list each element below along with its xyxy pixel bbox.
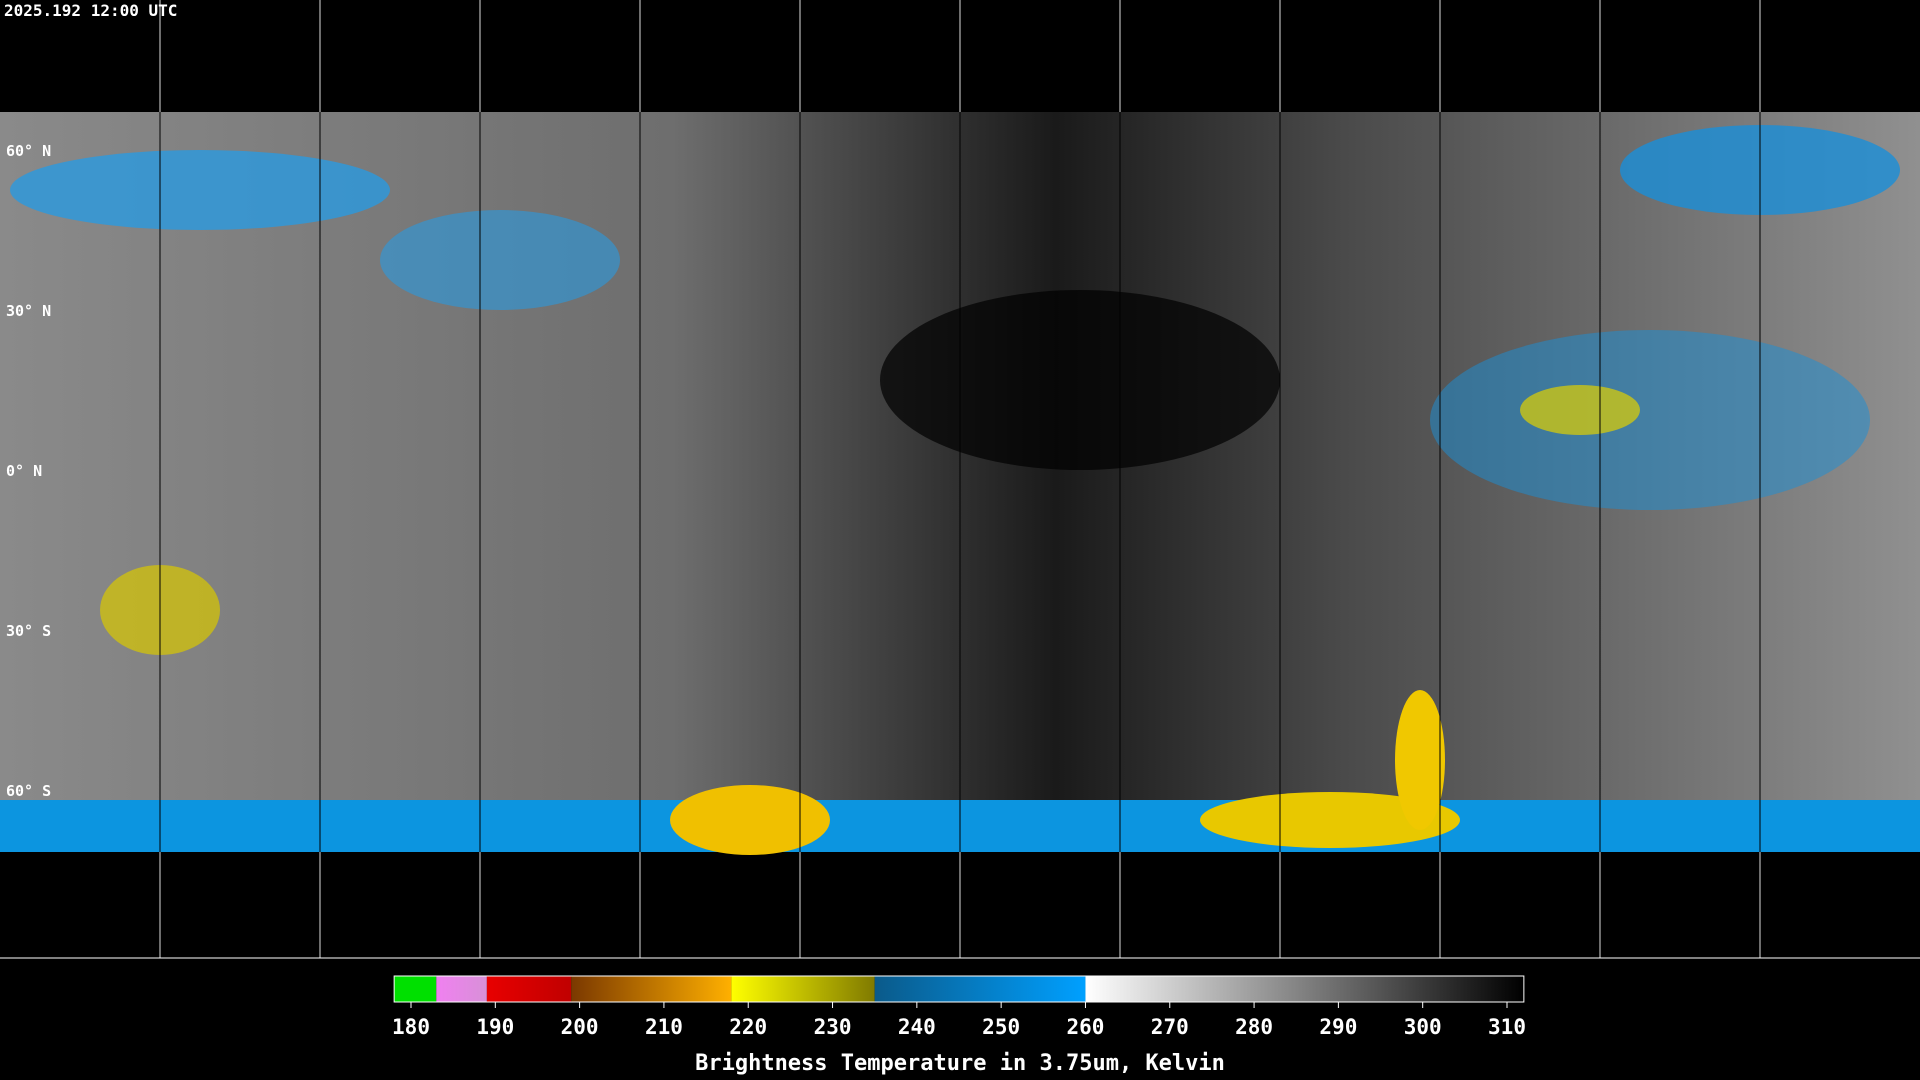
colorbar-tick-label: 250 bbox=[982, 1015, 1020, 1039]
colorbar-tick-label: 210 bbox=[645, 1015, 683, 1039]
cloud-patch bbox=[1520, 385, 1640, 435]
colorbar-tick-label: 270 bbox=[1151, 1015, 1189, 1039]
lat-labels: 60° N 30° N 0° N 30° S 60° S bbox=[6, 142, 51, 800]
colorbar-segment bbox=[874, 976, 1086, 1002]
colorbar-frame bbox=[393, 975, 1525, 1003]
colorbar-label: Brightness Temperature in 3.75um, Kelvin bbox=[695, 1051, 1225, 1076]
colorbar-tick-label: 190 bbox=[476, 1015, 514, 1039]
cloud-patch bbox=[10, 150, 390, 230]
colorbar-segment bbox=[394, 976, 437, 1002]
lat-label: 30° S bbox=[6, 622, 51, 640]
lat-label: 60° S bbox=[6, 782, 51, 800]
cloud-patch bbox=[1430, 330, 1870, 510]
cloud-patch bbox=[380, 210, 620, 310]
cloud-patch bbox=[1200, 792, 1460, 848]
colorbar: 180 190 200 210 220 230 240 250 260 270 280 290 300 3… bbox=[392, 975, 1526, 1039]
colorbar-tick-label: 180 bbox=[392, 1015, 430, 1039]
grid-inner bbox=[159, 112, 1761, 852]
colorbar-tick-label: 230 bbox=[814, 1015, 852, 1039]
colorbar-segment bbox=[731, 976, 875, 1002]
lat-label: 0° N bbox=[6, 462, 42, 480]
colorbar-segment bbox=[571, 976, 732, 1002]
colorbar-tick-label: 300 bbox=[1404, 1015, 1442, 1039]
colorbar-tick-label: 310 bbox=[1488, 1015, 1526, 1039]
lat-label: 60° N bbox=[6, 142, 51, 160]
cloud-patch bbox=[670, 785, 830, 855]
cloud-patch bbox=[1395, 690, 1445, 830]
colorbar-tick-label: 200 bbox=[561, 1015, 599, 1039]
lat-label: 30° N bbox=[6, 302, 51, 320]
dark-region bbox=[880, 290, 1280, 470]
colorbar-segment bbox=[486, 976, 572, 1002]
colorbar-tick-label: 220 bbox=[729, 1015, 767, 1039]
timestamp: 2025.192 12:00 UTC bbox=[4, 1, 177, 20]
colorbar-segment bbox=[1085, 976, 1524, 1002]
colorbar-segment bbox=[436, 976, 487, 1002]
colorbar-tick-label: 290 bbox=[1319, 1015, 1357, 1039]
colorbar-tick-label: 240 bbox=[898, 1015, 936, 1039]
colorbar-tick-label: 260 bbox=[1066, 1015, 1104, 1039]
colorbar-tick-label: 280 bbox=[1235, 1015, 1273, 1039]
